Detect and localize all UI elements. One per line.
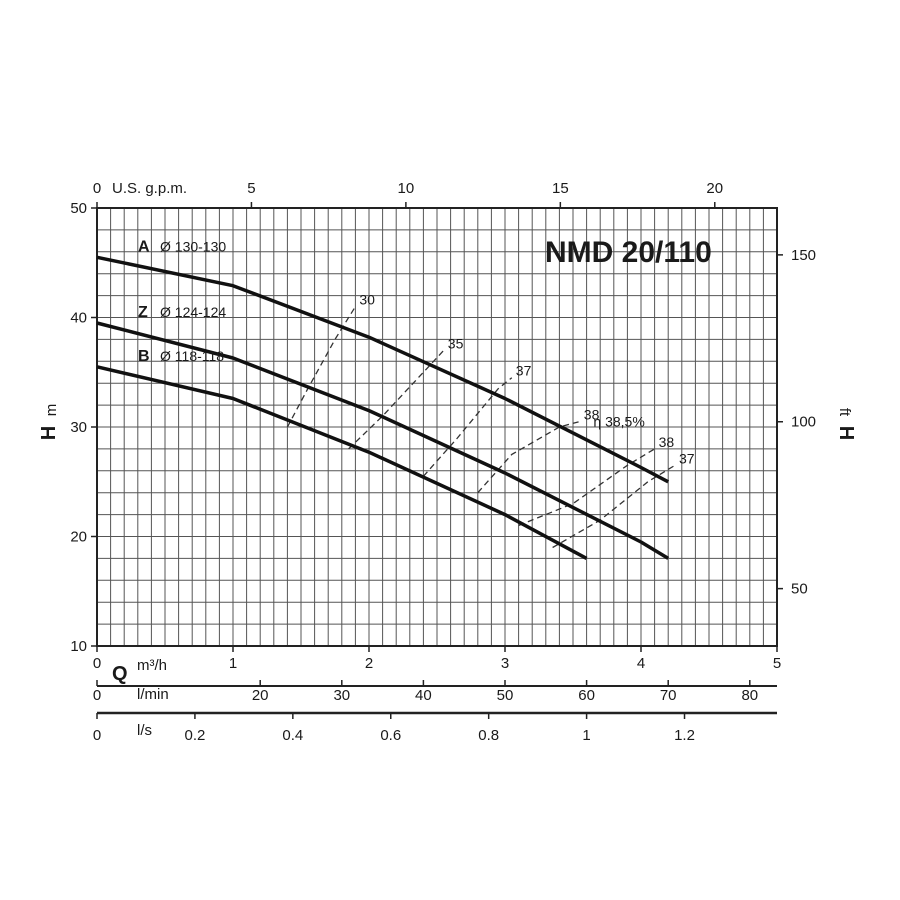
ls-tick-label: 0.2 xyxy=(184,727,205,744)
ls-tick-label: 1.2 xyxy=(674,727,695,744)
lmin-axis-unit: l/min xyxy=(137,686,169,703)
ls-axis-unit: l/s xyxy=(137,722,152,739)
pump-curve-a xyxy=(96,255,670,484)
curve-letter: A xyxy=(138,238,150,255)
m3h-axis-unit: m³/h xyxy=(137,657,167,674)
lmin-tick-label: 30 xyxy=(333,687,350,704)
efficiency-label: 30 xyxy=(359,292,375,308)
pump-curve-b xyxy=(96,365,588,560)
efficiency-label: 35 xyxy=(448,335,464,351)
curve-diameter-label: Ø 130-130 xyxy=(160,238,226,254)
m3h-tick-label: 2 xyxy=(365,655,373,672)
m3h-tick-label: 4 xyxy=(637,655,645,672)
efficiency-curve xyxy=(552,464,676,549)
efficiency-label: 37 xyxy=(516,363,532,379)
left-tick-label: 10 xyxy=(70,638,87,655)
lmin-tick-label: 50 xyxy=(497,687,514,704)
ls-tick-label: 1 xyxy=(582,727,590,744)
top-tick-label: 15 xyxy=(552,180,569,197)
left-tick-label: 40 xyxy=(70,310,87,327)
top-axis-unit: U.S. g.p.m. xyxy=(112,180,187,197)
lmin-tick-label: 80 xyxy=(741,687,758,704)
top-tick-label: 10 xyxy=(398,180,415,197)
left-tick-label: 50 xyxy=(70,200,87,217)
efficiency-curve xyxy=(286,306,356,428)
right-axis-label: H xyxy=(835,426,857,440)
efficiency-label: 38 xyxy=(584,407,600,423)
m3h-tick-label: 3 xyxy=(501,655,509,672)
top-tick-label: 0 xyxy=(93,180,101,197)
right-tick-label: 50 xyxy=(791,581,808,598)
efficiency-label: 38 xyxy=(659,434,675,450)
ls-tick-label: 0.8 xyxy=(478,727,499,744)
right-tick-label: 100 xyxy=(791,414,816,431)
efficiency-label: 37 xyxy=(679,450,695,466)
lmin-tick-label: 20 xyxy=(252,687,269,704)
chart-title: NMD 20/110 xyxy=(545,236,712,269)
ls-tick-label: 0.6 xyxy=(380,727,401,744)
curve-diameter-label: Ø 118-118 xyxy=(160,348,224,364)
efficiency-peak-label: η 38,5% xyxy=(593,413,644,429)
x-axis-label: Q xyxy=(112,663,128,685)
efficiency-curve xyxy=(518,448,655,527)
right-axis-unit: ft xyxy=(836,408,853,417)
curve-diameter-label: Ø 124-124 xyxy=(160,304,226,320)
m3h-tick-label: 0 xyxy=(93,655,101,672)
lmin-tick-label: 0 xyxy=(93,687,101,704)
performance-curves: A Ø 130-130 Z Ø 124-124 B Ø 118-118 xyxy=(96,238,670,560)
m3h-tick-label: 5 xyxy=(773,655,781,672)
top-tick-label: 20 xyxy=(706,180,723,197)
m3h-tick-label: 1 xyxy=(229,655,237,672)
pump-curve-z xyxy=(96,321,670,560)
ls-tick-label: 0 xyxy=(93,727,101,744)
lmin-tick-label: 60 xyxy=(578,687,595,704)
grid xyxy=(96,207,778,647)
y-axis-label: H xyxy=(38,426,60,440)
left-tick-label: 30 xyxy=(70,419,87,436)
lmin-tick-label: 40 xyxy=(415,687,432,704)
top-tick-label: 5 xyxy=(247,180,255,197)
curve-letter: B xyxy=(138,348,150,365)
lmin-tick-label: 70 xyxy=(660,687,677,704)
ls-tick-label: 0.4 xyxy=(282,727,303,744)
curve-letter: Z xyxy=(138,304,148,321)
efficiency-curve xyxy=(348,349,445,450)
efficiency-curve xyxy=(422,377,513,477)
left-tick-label: 20 xyxy=(70,529,87,546)
y-axis-unit: m xyxy=(43,404,60,417)
right-tick-label: 150 xyxy=(791,247,816,264)
efficiency-curve xyxy=(477,420,580,494)
